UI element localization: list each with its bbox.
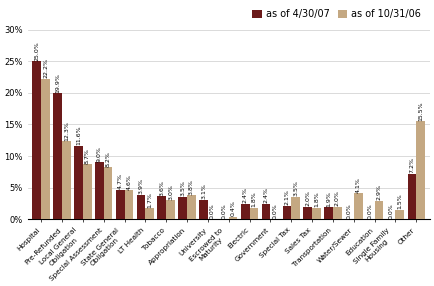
- Text: 3.5%: 3.5%: [293, 180, 298, 196]
- Text: 22.2%: 22.2%: [43, 58, 48, 78]
- Text: 2.4%: 2.4%: [263, 187, 269, 203]
- Text: 2.0%: 2.0%: [305, 190, 310, 206]
- Bar: [262, 204, 270, 219]
- Bar: [283, 206, 291, 219]
- Text: 25.0%: 25.0%: [34, 41, 39, 61]
- Bar: [125, 190, 133, 219]
- Bar: [375, 201, 383, 219]
- Text: 0.4%: 0.4%: [230, 200, 236, 216]
- Legend: as of 4/30/07, as of 10/31/06: as of 4/30/07, as of 10/31/06: [248, 6, 425, 23]
- Text: 3.6%: 3.6%: [159, 180, 164, 196]
- Bar: [395, 210, 404, 219]
- Bar: [324, 207, 333, 219]
- Bar: [178, 197, 187, 219]
- Bar: [354, 193, 362, 219]
- Bar: [33, 61, 41, 219]
- Text: 4.7%: 4.7%: [118, 173, 123, 189]
- Text: 1.7%: 1.7%: [147, 192, 152, 208]
- Text: 8.7%: 8.7%: [85, 148, 90, 164]
- Text: 19.9%: 19.9%: [55, 73, 60, 93]
- Text: 8.2%: 8.2%: [105, 151, 111, 167]
- Text: 4.1%: 4.1%: [355, 177, 361, 193]
- Text: 2.1%: 2.1%: [284, 189, 289, 205]
- Bar: [145, 208, 154, 219]
- Bar: [158, 196, 166, 219]
- Text: 0.0%: 0.0%: [272, 203, 277, 219]
- Text: 1.5%: 1.5%: [397, 193, 402, 209]
- Text: 3.9%: 3.9%: [138, 178, 144, 194]
- Text: 0.0%: 0.0%: [388, 203, 394, 219]
- Text: 3.8%: 3.8%: [189, 179, 194, 194]
- Bar: [166, 200, 175, 219]
- Text: 11.6%: 11.6%: [76, 126, 81, 145]
- Text: 15.5%: 15.5%: [418, 101, 423, 121]
- Bar: [303, 206, 312, 219]
- Text: 2.0%: 2.0%: [335, 190, 340, 206]
- Bar: [62, 142, 71, 219]
- Text: 3.5%: 3.5%: [180, 180, 185, 196]
- Text: 12.3%: 12.3%: [64, 121, 69, 141]
- Text: 1.8%: 1.8%: [251, 191, 256, 207]
- Text: 2.4%: 2.4%: [243, 187, 248, 203]
- Text: 3.1%: 3.1%: [201, 183, 206, 199]
- Bar: [291, 197, 300, 219]
- Bar: [83, 164, 92, 219]
- Bar: [116, 190, 125, 219]
- Bar: [104, 167, 112, 219]
- Bar: [229, 217, 237, 219]
- Bar: [53, 94, 62, 219]
- Text: 0.0%: 0.0%: [347, 203, 352, 219]
- Bar: [41, 79, 50, 219]
- Text: 0.0%: 0.0%: [210, 203, 215, 219]
- Text: 3.0%: 3.0%: [168, 184, 173, 200]
- Bar: [95, 162, 104, 219]
- Bar: [408, 174, 416, 219]
- Bar: [333, 206, 342, 219]
- Text: 1.8%: 1.8%: [314, 191, 319, 207]
- Bar: [74, 146, 83, 219]
- Bar: [312, 208, 321, 219]
- Bar: [416, 121, 425, 219]
- Text: 7.2%: 7.2%: [409, 157, 414, 173]
- Text: 0.0%: 0.0%: [368, 203, 373, 219]
- Text: 4.6%: 4.6%: [126, 174, 132, 190]
- Bar: [250, 208, 258, 219]
- Bar: [137, 194, 145, 219]
- Bar: [187, 195, 196, 219]
- Text: 2.9%: 2.9%: [376, 184, 381, 200]
- Text: 1.9%: 1.9%: [326, 191, 331, 206]
- Bar: [241, 204, 250, 219]
- Bar: [199, 200, 208, 219]
- Text: 9.0%: 9.0%: [97, 146, 102, 162]
- Text: 0.0%: 0.0%: [222, 203, 227, 219]
